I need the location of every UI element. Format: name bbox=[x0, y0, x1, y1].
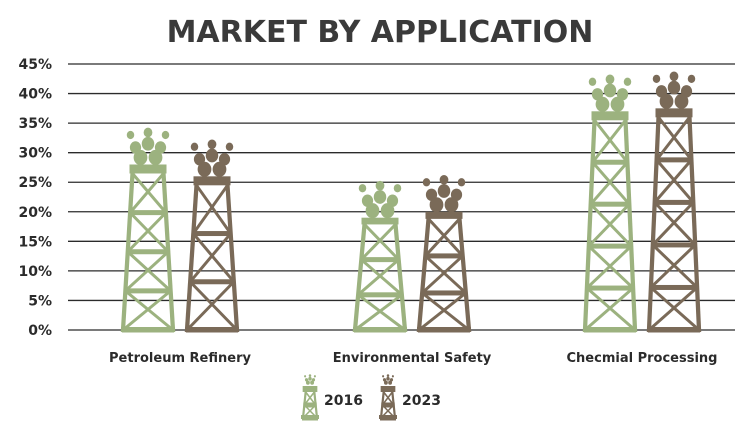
x-category-label: Petroleum Refinery bbox=[109, 351, 251, 366]
legend-label: 2016 bbox=[324, 393, 363, 409]
legend-label: 2023 bbox=[402, 393, 441, 409]
y-tick-label: 15% bbox=[18, 234, 52, 250]
grid-lines bbox=[68, 63, 735, 331]
y-tick-label: 10% bbox=[18, 264, 52, 280]
legend: 2016 2023 bbox=[301, 374, 441, 421]
x-category-label: Environmental Safety bbox=[333, 351, 492, 366]
legend-icon-2023 bbox=[379, 374, 397, 421]
y-tick-label: 20% bbox=[18, 205, 52, 221]
bar-2023-checmial-processing bbox=[646, 71, 702, 333]
bar-2023-environmental-safety bbox=[416, 174, 472, 333]
bars bbox=[120, 71, 702, 333]
y-tick-label: 45% bbox=[18, 57, 52, 73]
y-axis-ticks: 0% 5% 10% 15% 20% 25% 30% 35% 40% 45% bbox=[18, 57, 52, 339]
x-category-label: Checmial Processing bbox=[567, 351, 718, 366]
bar-2016-petroleum-refinery bbox=[120, 127, 176, 333]
y-tick-label: 30% bbox=[18, 146, 52, 162]
y-tick-label: 35% bbox=[18, 116, 52, 132]
y-tick-label: 0% bbox=[28, 323, 52, 339]
y-tick-label: 5% bbox=[28, 293, 52, 309]
bar-2016-checmial-processing bbox=[582, 74, 638, 333]
x-axis-categories: Petroleum Refinery Environmental Safety Ch… bbox=[109, 351, 717, 366]
legend-icon-2016 bbox=[301, 374, 319, 421]
y-tick-label: 40% bbox=[18, 87, 52, 103]
bar-2023-petroleum-refinery bbox=[184, 139, 240, 333]
chart-title: MARKET BY APPLICATION bbox=[167, 15, 594, 50]
bar-2016-environmental-safety bbox=[352, 180, 408, 333]
y-tick-label: 25% bbox=[18, 175, 52, 191]
